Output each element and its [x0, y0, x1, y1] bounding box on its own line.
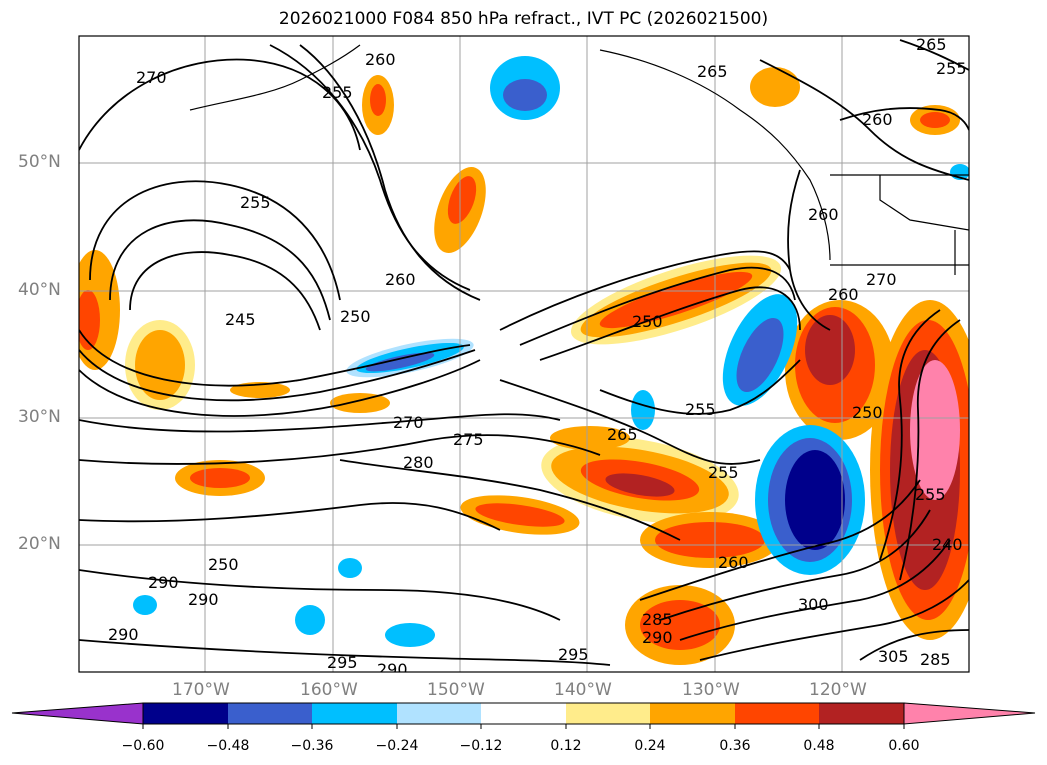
contour-label: 260: [828, 285, 859, 304]
contour-label: 255: [936, 59, 967, 78]
contour-label: 260: [385, 270, 416, 289]
colorbar-tick-label: 0.12: [550, 738, 582, 754]
contour-label: 305: [878, 647, 909, 666]
lon-label: 150°W: [427, 680, 485, 700]
colorbar-bin: [143, 703, 228, 724]
colorbar-bin: [566, 703, 650, 724]
lat-label: 40°N: [18, 280, 61, 300]
contour-label: 295: [327, 653, 358, 672]
contour-label: 290: [108, 625, 139, 644]
contour-label: 255: [685, 400, 716, 419]
contour-label: 290: [188, 590, 219, 609]
lon-label: 170°W: [172, 680, 230, 700]
colorbar-extend-low: [11, 702, 144, 725]
contour-label: 265: [697, 62, 728, 81]
contour-label: 255: [708, 463, 739, 482]
colorbar: [11, 702, 1036, 729]
colorbar-tick-label: 0.48: [803, 738, 835, 754]
contour-label: 250: [208, 555, 239, 574]
contour-label: 290: [377, 660, 408, 679]
contour-label: 250: [340, 307, 371, 326]
contour-label: 285: [920, 650, 951, 669]
contour-label: 260: [862, 110, 893, 129]
contour-label: 260: [718, 553, 749, 572]
coastlines: [189, 44, 969, 275]
contour-label: 265: [607, 425, 638, 444]
contour-label: 295: [558, 645, 589, 664]
graticule: [79, 36, 969, 672]
colorbar-bin: [481, 703, 566, 724]
contour-label: 270: [136, 68, 167, 87]
contour-label: 290: [642, 628, 673, 647]
contour-label: 255: [322, 83, 353, 102]
colorbar-bin: [819, 703, 904, 724]
contour-label: 255: [915, 485, 946, 504]
colorbar-tick-label: 0.36: [719, 738, 751, 754]
map-frame: [78, 35, 970, 673]
contour-label: 260: [365, 50, 396, 69]
colorbar-bin: [735, 703, 819, 724]
colorbar-tick-label: −0.36: [290, 738, 334, 754]
lon-label: 140°W: [554, 680, 612, 700]
contour-label: 260: [808, 205, 839, 224]
contour-label: 300: [798, 595, 829, 614]
positive-anomaly-shading: [79, 67, 969, 665]
colorbar-tick-label: −0.24: [375, 738, 419, 754]
colorbar-bin: [650, 703, 735, 724]
lat-label: 50°N: [18, 152, 61, 172]
lat-label: 20°N: [18, 534, 61, 554]
lon-label: 130°W: [682, 680, 740, 700]
colorbar-tick-label: 0.60: [888, 738, 920, 754]
contour-label: 290: [148, 573, 179, 592]
refractivity-contours: [79, 39, 969, 666]
contour-label: 280: [403, 453, 434, 472]
lat-label: 30°N: [18, 407, 61, 427]
map-title: 2026021000 F084 850 hPa refract., IVT PC…: [278, 9, 769, 29]
colorbar-tick-label: −0.12: [459, 738, 503, 754]
contour-label: 255: [240, 193, 271, 212]
contour-label: 265: [916, 35, 947, 54]
lon-label: 160°W: [300, 680, 358, 700]
contour-label: 270: [866, 270, 897, 289]
colorbar-extend-high: [903, 702, 1036, 725]
contour-label: 245: [225, 310, 256, 329]
colorbar-bin: [228, 703, 312, 724]
contour-label: 240: [932, 535, 963, 554]
contour-label: 250: [852, 403, 883, 422]
contour-label: 250: [632, 312, 663, 331]
contour-label: 285: [642, 610, 673, 629]
negative-anomaly-shading: [133, 56, 969, 647]
colorbar-tick-label: −0.48: [206, 738, 250, 754]
colorbar-tick-label: −0.60: [121, 738, 165, 754]
lon-label: 120°W: [809, 680, 867, 700]
colorbar-bin: [312, 703, 397, 724]
contour-labels: 270 255 255 260 245 250 260 265 250 255 …: [108, 35, 967, 679]
colorbar-bin: [397, 703, 481, 724]
contour-label: 270: [393, 413, 424, 432]
colorbar-tick-label: 0.24: [634, 738, 666, 754]
contour-label: 275: [453, 430, 484, 449]
